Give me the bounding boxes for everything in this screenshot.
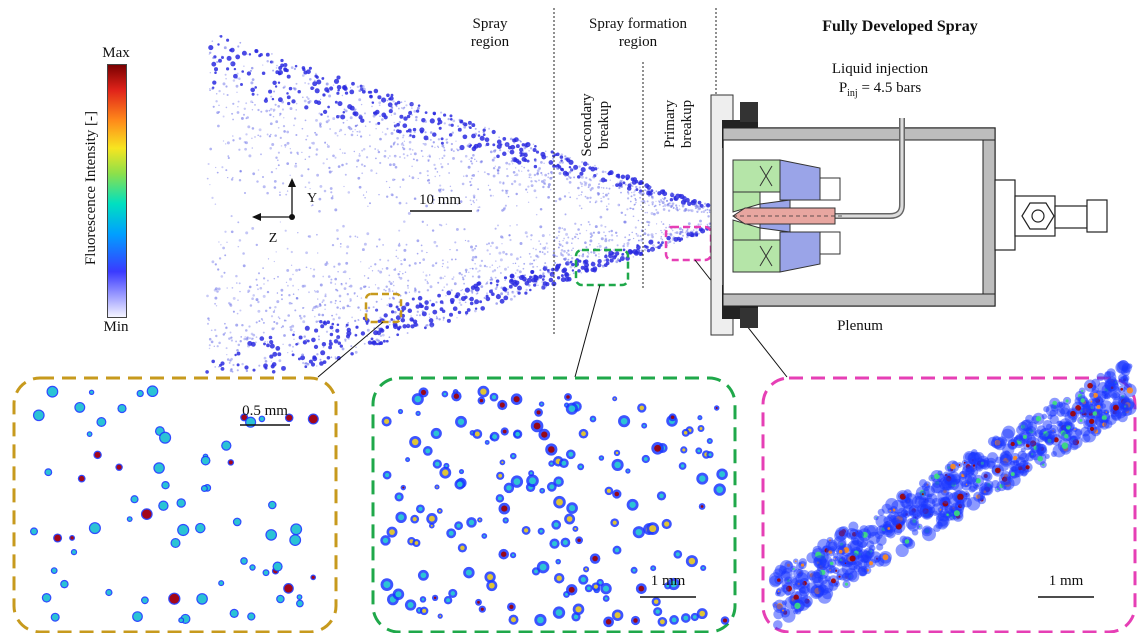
zoom-box-gold [364, 292, 403, 324]
zoom-box-green [574, 248, 630, 287]
spray-region-label: Spray region [470, 16, 510, 50]
injection-pressure-label: Pinj = 4.5 bars [838, 80, 922, 99]
leader-line-green [574, 284, 601, 378]
colorbar-gradient [107, 64, 127, 318]
secondary-breakup-label: Secondary breakup [579, 93, 612, 157]
fully-developed-spray-title: Fully Developed Spray [822, 18, 978, 35]
inset-gold-scale-label: 0.5 mm [242, 403, 288, 419]
spray-plume [205, 35, 713, 374]
inset-pink-scale-label: 1 mm [1048, 573, 1084, 589]
spray-formation-region-label: Spray formation region [589, 16, 687, 50]
main-scale-label: 10 mm [418, 192, 462, 208]
plenum-label: Plenum [837, 318, 883, 334]
leader-line-gold [317, 321, 384, 378]
injector-drawing [710, 94, 1108, 336]
y-axis-label: Y [306, 191, 318, 206]
liquid-injection-label: Liquid injection [831, 61, 929, 77]
inset-green-droplets [380, 385, 730, 628]
z-axis-label: Z [268, 231, 278, 246]
inset-pink-ligaments [768, 360, 1137, 630]
inset-gold-droplets [30, 385, 319, 624]
inset-green-scale-label: 1 mm [650, 573, 686, 589]
colorbar-min-label: Min [103, 319, 129, 335]
axis-indicator [252, 178, 296, 221]
primary-breakup-label: Primary breakup [662, 99, 695, 149]
colorbar-max-label: Max [102, 45, 130, 61]
zoom-box-pink [664, 225, 713, 262]
